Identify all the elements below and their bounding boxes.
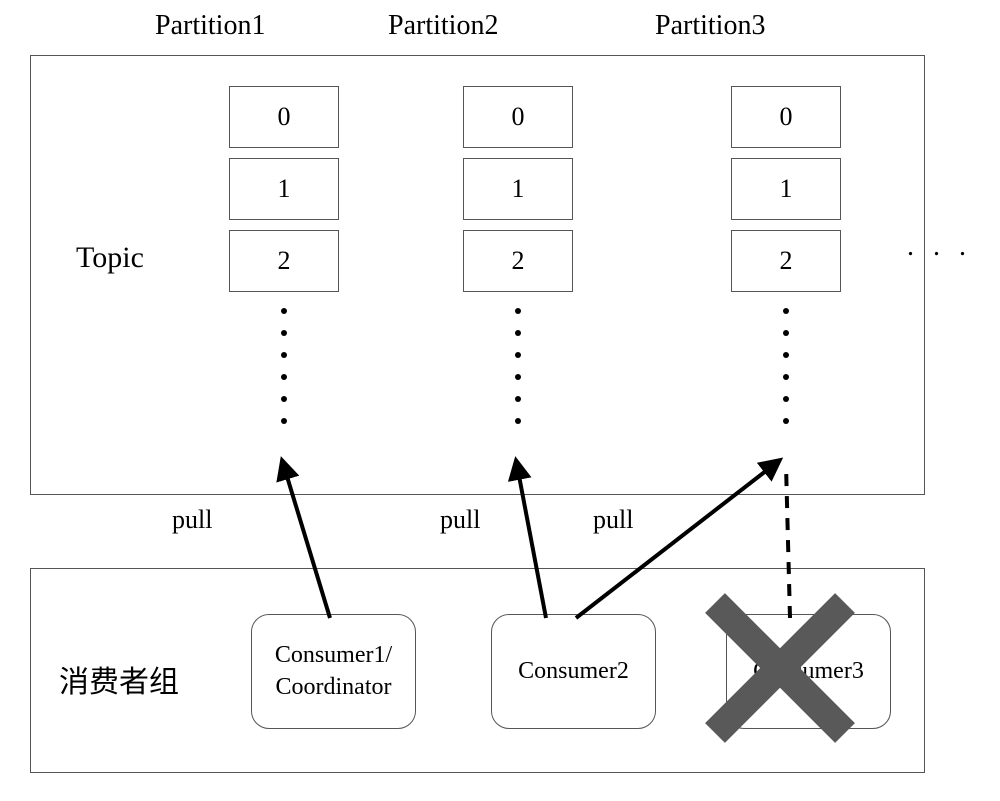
partition1-cell-1: 1 xyxy=(229,158,339,220)
partition3-cell-2: 2 xyxy=(731,230,841,292)
partition3-cell-0: 0 xyxy=(731,86,841,148)
partition1-column: 0 1 2 xyxy=(229,86,339,488)
partition1-label: Partition1 xyxy=(155,10,265,42)
consumer-group-label: 消费者组 xyxy=(59,657,179,701)
partition2-vdots xyxy=(463,308,573,488)
pull-label-1: pull xyxy=(172,505,212,535)
consumer2-line1: Consumer2 xyxy=(518,656,629,687)
partition3-vdots xyxy=(731,308,841,488)
consumer3-box: Consumer3 xyxy=(726,614,891,729)
partition3-column: 0 1 2 xyxy=(731,86,841,488)
consumer-group-container: 消费者组 Consumer1/ Coordinator Consumer2 Co… xyxy=(30,568,925,773)
topic-container: Topic 0 1 2 0 1 2 0 1 2 . . . xyxy=(30,55,925,495)
pull-label-3: pull xyxy=(593,505,633,535)
topic-label: Topic xyxy=(76,241,144,275)
partition2-cell-0: 0 xyxy=(463,86,573,148)
partition2-label: Partition2 xyxy=(388,10,498,42)
consumer1-line2: Coordinator xyxy=(276,672,392,703)
partition2-cell-1: 1 xyxy=(463,158,573,220)
pull-label-2: pull xyxy=(440,505,480,535)
partition-labels-row: Partition1 Partition2 Partition3 xyxy=(0,10,1000,50)
partition1-cell-2: 2 xyxy=(229,230,339,292)
more-partitions-ellipsis: . . . xyxy=(907,231,972,263)
consumer3-line1: Consumer3 xyxy=(753,656,864,687)
consumer1-line1: Consumer1/ xyxy=(275,640,392,671)
partition1-cell-0: 0 xyxy=(229,86,339,148)
partition1-vdots xyxy=(229,308,339,488)
consumer1-box: Consumer1/ Coordinator xyxy=(251,614,416,729)
partition2-cell-2: 2 xyxy=(463,230,573,292)
partition2-column: 0 1 2 xyxy=(463,86,573,488)
partition3-cell-1: 1 xyxy=(731,158,841,220)
partition3-label: Partition3 xyxy=(655,10,765,42)
consumer2-box: Consumer2 xyxy=(491,614,656,729)
